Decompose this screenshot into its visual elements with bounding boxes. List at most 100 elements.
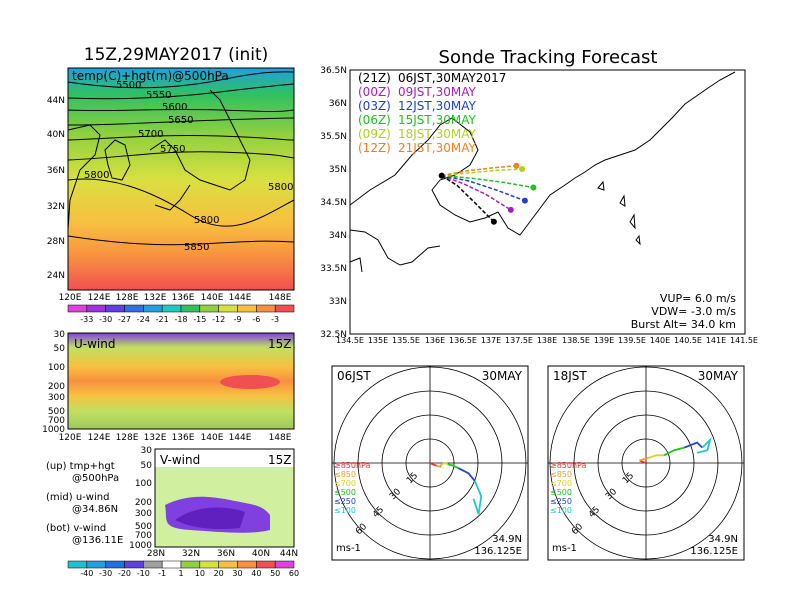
lat-tick: 32N	[47, 202, 65, 212]
hodograph-segment	[457, 467, 476, 482]
pressure-tick: 300	[48, 393, 65, 403]
contour-label: 5850	[184, 242, 209, 253]
schedule-jst: 18JST,30MAY	[398, 127, 476, 141]
lat-tick: 34.5N	[320, 198, 347, 208]
hodograph-segment	[441, 462, 449, 466]
schedule-legend: (21Z) 06JST,30MAY2017 (00Z) 09JST,30MAY …	[358, 71, 506, 155]
note-line: @34.86N	[72, 504, 118, 515]
hodograph-segment	[436, 463, 443, 468]
panel-notes: (up) tmp+hgt @500hPa (mid) u-wind @34.86…	[46, 461, 123, 546]
hodograph-lat: 34.9N	[708, 534, 738, 545]
colorbar-label: 40	[251, 569, 261, 578]
lon-tick: 141E	[706, 336, 726, 345]
lon-tick: 128E	[116, 293, 139, 303]
contour-5650	[67, 117, 295, 126]
hodograph-date: 30MAY	[482, 369, 523, 383]
pressure-tick: 300	[135, 509, 152, 519]
lon-tick: 135.5E	[392, 336, 420, 345]
pressure-legend-item: ≥850hPa	[334, 461, 371, 470]
schedule-jst: 09JST,30MAY	[398, 85, 476, 99]
colorbar-segment	[274, 560, 295, 569]
pressure-tick: 100	[48, 363, 65, 373]
lon-tick: 139E	[594, 336, 614, 345]
colorbar-label: 1	[178, 569, 183, 578]
pressure-legend-item: ≥850hPa	[550, 461, 587, 470]
pressure-legend-item: ≤250	[334, 497, 356, 506]
contour-labels: 5500 5550 5600 5650 5700 5750 5800 5800 …	[84, 80, 293, 253]
contour-5850	[67, 235, 295, 246]
schedule-jst: 21JST,30MAY	[398, 141, 476, 155]
colorbar-segment	[274, 304, 295, 313]
lat-tick: 33.5N	[320, 264, 347, 274]
note-line: (bot) v-wind	[46, 523, 106, 534]
lat-tick: 24N	[47, 271, 65, 281]
lon-tick: 134.5E	[336, 336, 364, 345]
lon-tick: 140E	[650, 336, 670, 345]
contour-5750	[67, 151, 295, 161]
map-lon-ticks: 120E 124E 128E 132E 136E 140E 144E 148E	[59, 293, 292, 303]
hodograph-segment	[648, 454, 664, 459]
coastline-islands	[597, 180, 641, 246]
uwind-x-ticks: 120E 124E 128E 132E 136E 140E 144E 148E	[59, 433, 292, 443]
colorbar-segment	[199, 304, 219, 313]
schedule-jst: 15JST,30MAY	[398, 113, 476, 127]
landing-point	[507, 206, 514, 213]
colorbar-label: 50	[270, 569, 280, 578]
contour-label: 5800	[268, 182, 293, 193]
hodograph-segment	[639, 457, 649, 462]
map-500hpa: temp(C)+hgt(m)@500hPa 5500 5550 5600 565…	[47, 67, 295, 303]
contour-5600	[67, 108, 295, 112]
colorbar-segment	[105, 304, 125, 313]
landing-point	[519, 166, 526, 172]
vwind-section: V-wind 15Z 30 50 100 200 300 500 700 100…	[129, 446, 298, 559]
hodograph-curve	[429, 462, 483, 515]
lat-tick: 28N	[147, 549, 165, 559]
lat-tick: 44N	[280, 549, 298, 559]
sonde-track	[441, 174, 526, 202]
colorbar-label: -10	[137, 569, 150, 578]
colorbar-segment	[199, 560, 219, 569]
lat-tick: 40N	[47, 130, 65, 140]
forecast-map: (21Z) 06JST,30MAY2017 (00Z) 09JST,30MAY …	[320, 66, 758, 345]
note-line: @500hPa	[72, 473, 119, 484]
lat-tick: 34N	[329, 231, 347, 241]
pressure-tick: 100	[135, 479, 152, 489]
lon-tick: 120E	[59, 293, 82, 303]
sonde-track	[441, 174, 512, 211]
colorbar-label: 30	[232, 569, 242, 578]
pressure-tick: 30	[54, 330, 66, 340]
lon-tick: 137.5E	[505, 336, 533, 345]
pressure-legend-item: ≤500	[334, 488, 356, 497]
colorbar-label: -18	[174, 315, 187, 324]
lon-tick: 132E	[144, 293, 167, 303]
lon-tick: 141.5E	[730, 336, 758, 345]
lon-tick: 136E	[172, 293, 195, 303]
colorbar-segment	[237, 304, 257, 313]
colorbar-segment	[256, 560, 276, 569]
hodograph-segment	[447, 463, 459, 469]
contour-label: 5800	[84, 170, 109, 181]
uwind-jet-core	[220, 375, 280, 389]
colorbar-segment	[124, 560, 144, 569]
vwind-y-ticks: 30 50 100 200 300 500 700 1000	[129, 446, 152, 551]
hodograph-right: 18JST 30MAY 15 30 45 60 ≥850hPa ≤850 ≤70…	[547, 365, 745, 561]
lon-tick: 124E	[88, 433, 111, 443]
hodograph-left: 06JST 30MAY 15 30 45 60 ≥850hPa ≤850 ≤70…	[331, 365, 529, 561]
landing-point	[521, 197, 528, 204]
lon-tick: 140E	[201, 293, 224, 303]
coastline-honshu	[349, 71, 736, 236]
hodograph-date: 30MAY	[698, 369, 739, 383]
contour-label: 5550	[146, 90, 171, 101]
colorbar-segment	[67, 304, 88, 313]
lon-tick: 144E	[229, 433, 252, 443]
colorbar-label: -24	[137, 315, 150, 324]
param-burst: Burst Alt= 34.0 km	[631, 318, 736, 331]
lon-tick: 136E	[425, 336, 445, 345]
schedule-utc: (21Z)	[358, 71, 391, 85]
hodograph-curve	[639, 437, 712, 464]
schedule-jst: 12JST,30MAY	[398, 99, 476, 113]
uwind-time: 15Z	[268, 337, 292, 351]
colorbar-label: -27	[118, 315, 131, 324]
pressure-legend-item: ≤850	[334, 470, 356, 479]
vwind-upper	[155, 449, 294, 467]
